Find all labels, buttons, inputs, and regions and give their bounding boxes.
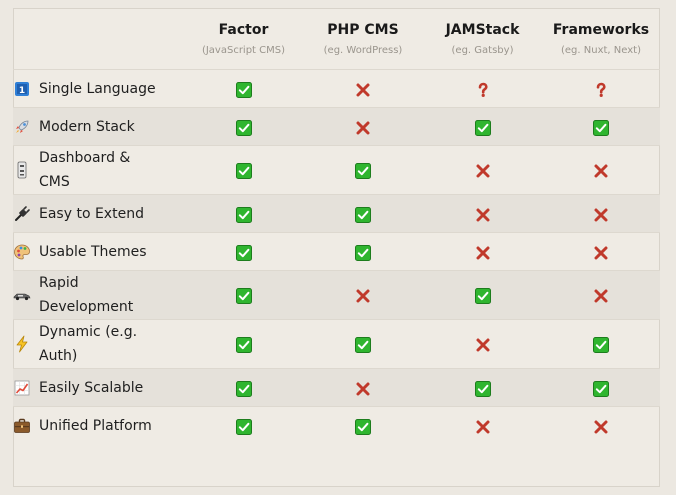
cross-icon — [423, 407, 542, 445]
header-subtitle: (eg. Nuxt, Next) — [561, 45, 641, 56]
check-icon — [542, 369, 660, 407]
racing-car-icon — [13, 286, 31, 304]
feature-wrap: Dynamic (e.g. Auth) — [13, 320, 184, 368]
feature-wrap: Usable Themes — [13, 240, 184, 264]
header-title: JAMStack — [445, 22, 520, 38]
check-icon — [303, 146, 423, 195]
feature-label: Easily Scalable — [39, 379, 144, 396]
feature-wrap: Modern Stack — [13, 115, 184, 139]
cross-icon — [542, 407, 660, 445]
feature-label: Rapid Development — [39, 275, 134, 315]
cross-icon — [542, 233, 660, 271]
feature-label: Modern Stack — [39, 118, 135, 135]
feature-label: Usable Themes — [39, 243, 147, 260]
header-php-cms: PHP CMS (eg. WordPress) — [303, 8, 423, 70]
feature-wrap: Easy to Extend — [13, 202, 184, 226]
feature-label: Dynamic (e.g. Auth) — [39, 324, 138, 364]
feature-cell: Dynamic (e.g. Auth) — [13, 320, 184, 369]
table-row: Dashboard & CMS — [13, 145, 660, 195]
number-one-icon: 1 — [13, 80, 31, 98]
feature-wrap: Rapid Development — [13, 271, 184, 319]
table-row: Unified Platform — [13, 406, 660, 445]
check-icon — [423, 369, 542, 407]
table-row: Rapid Development — [13, 270, 660, 320]
cross-icon — [423, 195, 542, 233]
cross-icon — [423, 146, 542, 195]
feature-wrap: Easily Scalable — [13, 376, 184, 400]
feature-cell: Modern Stack — [13, 108, 184, 146]
cross-icon — [542, 195, 660, 233]
svg-text:1: 1 — [19, 86, 25, 96]
rocket-icon — [13, 118, 31, 136]
question-icon — [423, 70, 542, 108]
header-frameworks: Frameworks (eg. Nuxt, Next) — [542, 8, 660, 70]
table-row: 1 Single Language — [13, 69, 660, 108]
table-row: Modern Stack — [13, 107, 660, 146]
check-icon — [303, 407, 423, 445]
header-subtitle: (eg. Gatsby) — [451, 45, 514, 56]
check-icon — [184, 146, 303, 195]
feature-wrap: Dashboard & CMS — [13, 146, 184, 194]
cross-icon — [303, 108, 423, 146]
feature-cell: Usable Themes — [13, 233, 184, 271]
check-icon — [184, 108, 303, 146]
check-icon — [184, 369, 303, 407]
table-body: 1 Single Language Modern Stack Dashboard & … — [13, 69, 660, 445]
check-icon — [542, 108, 660, 146]
palette-icon — [13, 243, 31, 261]
header-jamstack: JAMStack (eg. Gatsby) — [423, 8, 542, 70]
feature-cell: Rapid Development — [13, 271, 184, 320]
check-icon — [184, 195, 303, 233]
table-row: Usable Themes — [13, 232, 660, 271]
cross-icon — [423, 320, 542, 369]
feature-wrap: Unified Platform — [13, 414, 184, 438]
header-subtitle: (eg. WordPress) — [323, 45, 403, 56]
check-icon — [184, 271, 303, 320]
check-icon — [423, 108, 542, 146]
question-icon — [542, 70, 660, 108]
check-icon — [184, 70, 303, 108]
feature-cell: Easily Scalable — [13, 369, 184, 407]
control-knobs-icon — [13, 161, 31, 179]
header-title: PHP CMS — [327, 22, 399, 38]
cross-icon — [303, 271, 423, 320]
table-row: Dynamic (e.g. Auth) — [13, 319, 660, 369]
check-icon — [184, 233, 303, 271]
feature-label: Dashboard & CMS — [39, 150, 131, 190]
table-header: Factor (JavaScript CMS) PHP CMS (eg. Wor… — [13, 8, 660, 70]
check-icon — [303, 320, 423, 369]
feature-wrap: 1 Single Language — [13, 77, 184, 101]
feature-cell: Unified Platform — [13, 407, 184, 445]
chart-increasing-icon — [13, 379, 31, 397]
check-icon — [542, 320, 660, 369]
header-title: Frameworks — [552, 22, 650, 38]
table-frame — [13, 8, 660, 487]
header-subtitle: (JavaScript CMS) — [201, 45, 286, 56]
lightning-icon — [13, 335, 31, 353]
cross-icon — [303, 70, 423, 108]
feature-cell: Easy to Extend — [13, 195, 184, 233]
check-icon — [303, 195, 423, 233]
check-icon — [303, 233, 423, 271]
check-icon — [423, 271, 542, 320]
electric-plug-icon — [13, 205, 31, 223]
feature-label: Single Language — [39, 80, 156, 97]
feature-label: Easy to Extend — [39, 205, 144, 222]
cross-icon — [303, 369, 423, 407]
header-title: Factor — [218, 22, 269, 38]
table-row: Easily Scalable — [13, 368, 660, 407]
feature-cell: 1 Single Language — [13, 70, 184, 108]
feature-cell: Dashboard & CMS — [13, 146, 184, 195]
check-icon — [184, 407, 303, 445]
comparison-table: Factor (JavaScript CMS) PHP CMS (eg. Wor… — [13, 8, 660, 445]
table-row: Easy to Extend — [13, 194, 660, 233]
cross-icon — [542, 271, 660, 320]
check-icon — [184, 320, 303, 369]
header-feature — [13, 8, 184, 70]
feature-label: Unified Platform — [39, 417, 152, 434]
cross-icon — [542, 146, 660, 195]
cross-icon — [423, 233, 542, 271]
header-factor: Factor (JavaScript CMS) — [184, 8, 303, 70]
briefcase-icon — [13, 417, 31, 435]
